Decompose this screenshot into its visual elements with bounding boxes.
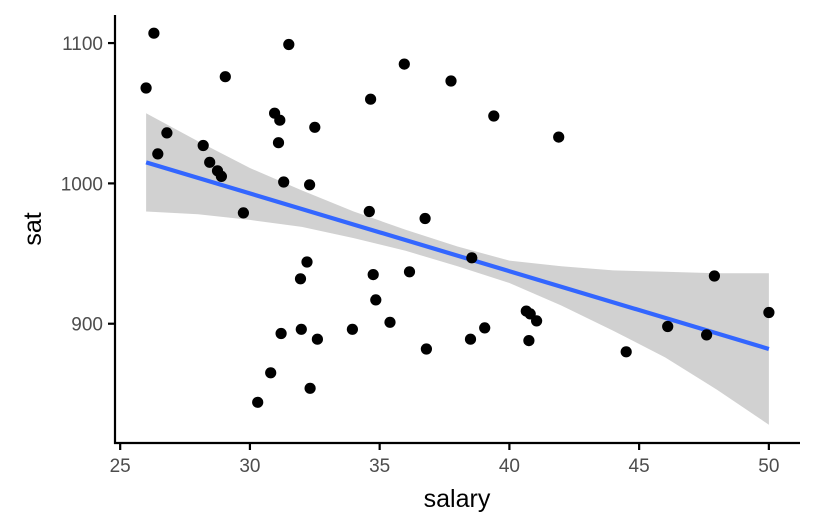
data-point (363, 205, 375, 218)
data-point (523, 335, 535, 347)
data-point (309, 121, 321, 133)
data-point (311, 333, 323, 345)
data-point (662, 320, 674, 333)
data-point (488, 110, 500, 122)
data-point (272, 137, 285, 149)
x-tick-label: 25 (110, 456, 131, 477)
data-point (479, 322, 491, 334)
x-tick-label: 35 (369, 456, 390, 477)
data-point (219, 71, 231, 83)
data-point (304, 179, 316, 191)
data-point (384, 316, 396, 328)
data-point (419, 212, 431, 225)
data-point (274, 114, 286, 126)
data-point (701, 329, 713, 341)
data-point (140, 82, 152, 94)
x-tick-label: 40 (499, 456, 520, 477)
data-point (370, 294, 382, 306)
data-point (553, 131, 565, 143)
data-point (148, 27, 160, 39)
data-point (283, 38, 295, 51)
data-point (215, 170, 227, 182)
data-point (420, 343, 432, 355)
data-point (301, 256, 313, 268)
data-point (204, 156, 216, 168)
data-point (346, 323, 358, 335)
y-axis-title: sat (19, 212, 47, 245)
data-point (367, 269, 379, 281)
data-point (295, 323, 307, 335)
data-point (294, 273, 307, 285)
data-point (252, 396, 264, 408)
data-point (445, 75, 457, 87)
regression-line (145, 160, 770, 351)
data-point (365, 93, 377, 105)
confidence-band (146, 113, 769, 425)
data-point (275, 327, 287, 340)
data-point (531, 315, 543, 327)
y-ticks: 900 1000 1100 (61, 34, 115, 336)
x-axis-title: salary (424, 485, 491, 513)
data-point (464, 333, 477, 345)
confidence-band-layer (146, 113, 769, 425)
data-point (304, 382, 316, 394)
data-point (403, 266, 416, 278)
regression-line-layer (145, 160, 770, 351)
data-point (278, 176, 290, 188)
data-point (620, 346, 632, 358)
data-point (197, 139, 209, 152)
x-tick-label: 45 (629, 456, 650, 477)
data-point (152, 148, 164, 160)
data-points-layer (140, 27, 775, 408)
data-point (763, 306, 775, 319)
y-tick-label: 900 (71, 315, 103, 336)
y-tick-label: 1100 (62, 34, 103, 55)
data-point (466, 252, 478, 264)
data-point (161, 127, 173, 139)
axes-layer (113, 15, 800, 445)
x-tick-label: 30 (239, 456, 260, 477)
data-point (265, 367, 277, 379)
x-ticks: 25 30 35 40 45 50 (110, 443, 779, 477)
data-point (237, 207, 249, 219)
data-point (398, 58, 410, 70)
x-tick-label: 50 (758, 456, 779, 477)
data-point (708, 270, 721, 282)
y-tick-label: 1000 (61, 174, 103, 195)
